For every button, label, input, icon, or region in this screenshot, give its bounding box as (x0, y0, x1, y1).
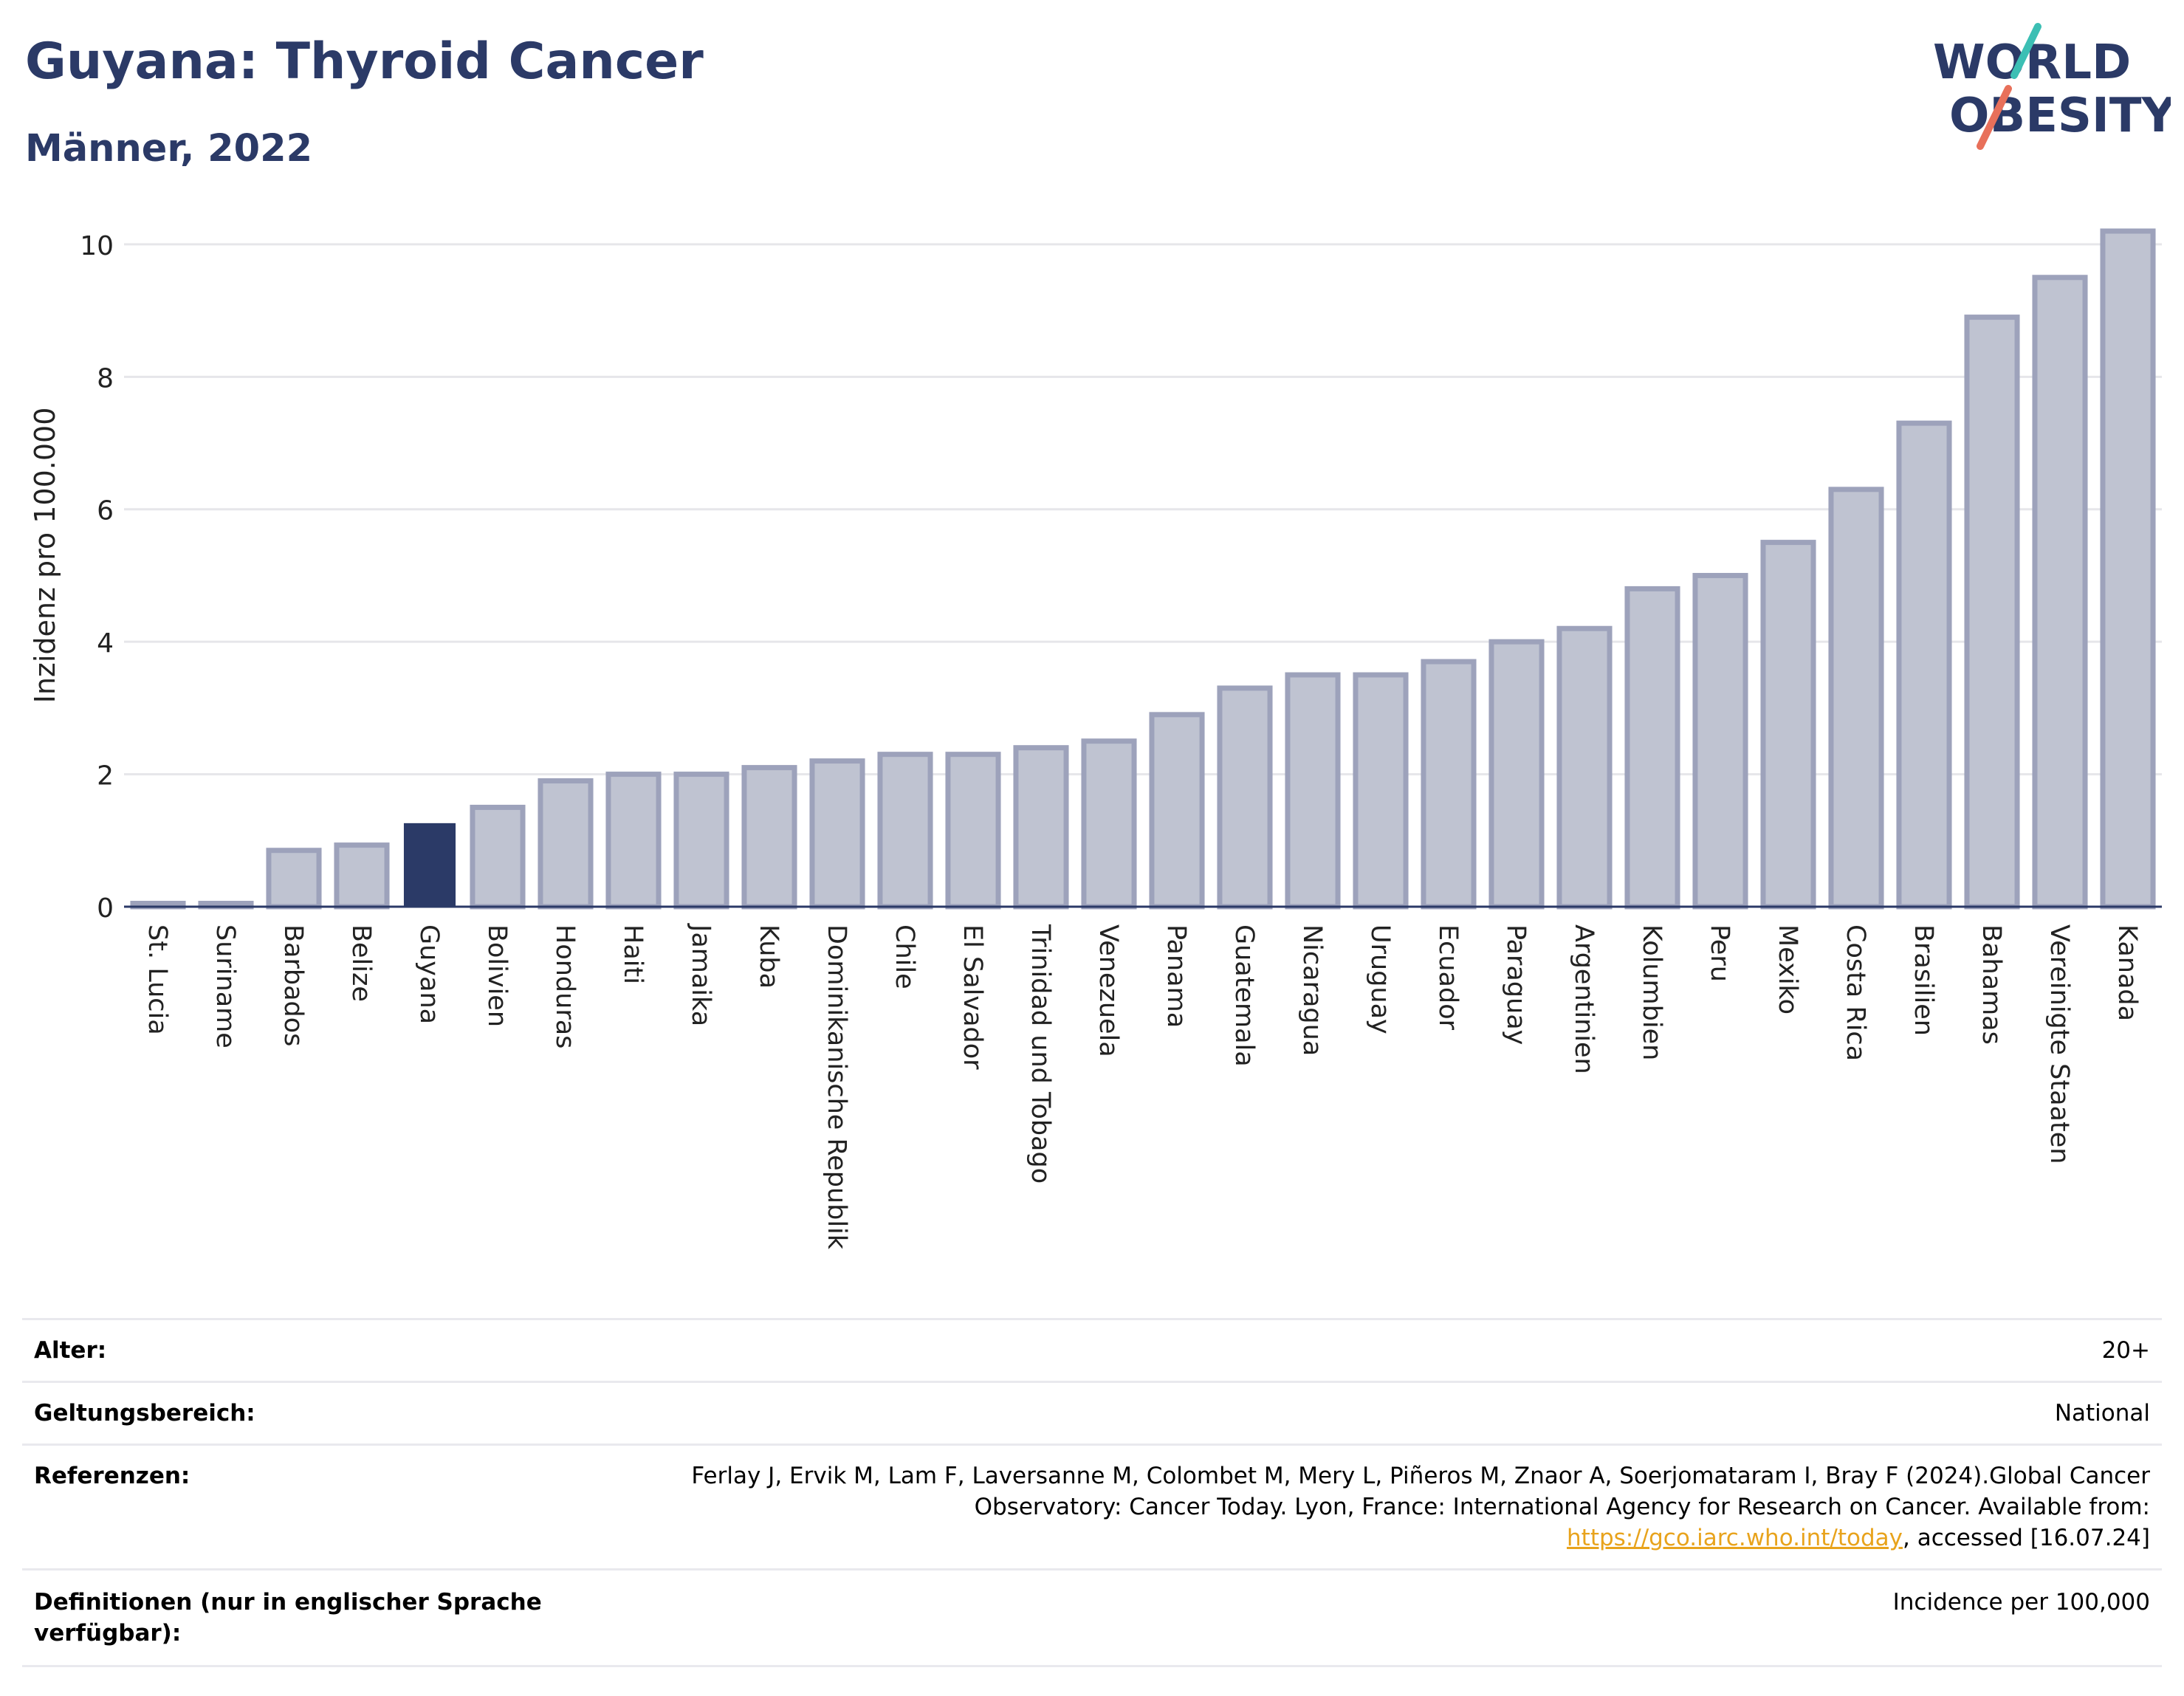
axes: 0 2 4 6 8 10 St. Lucia Suriname Barbados Belize Gu… (80, 231, 2162, 1250)
scope-value: National (2054, 1400, 2150, 1427)
x-tick-label-kuba: Kuba (754, 924, 783, 989)
bar-guatemala (1217, 685, 1273, 910)
x-tick-label-peru: Peru (1705, 924, 1734, 982)
x-tick-label-nicaragua: Nicaragua (1297, 924, 1327, 1056)
x-tick-label-barbados: Barbados (278, 924, 308, 1046)
bar-chile (877, 752, 933, 910)
y-tick-label-6: 6 (97, 496, 114, 526)
x-tick-label-chile: Chile (890, 924, 919, 989)
x-tick-label-dominikanische-republik: Dominikanische Republik (822, 924, 851, 1250)
bar-kanada (2100, 228, 2156, 910)
x-tick-label-brasilien: Brasilien (1909, 924, 1938, 1036)
info-row-references: Referenzen: Ferlay J, Ervik M, Lam F, La… (22, 1443, 2162, 1568)
bar-kolumbien (1624, 586, 1680, 910)
x-tick-label-st-lucia: St. Lucia (142, 924, 172, 1035)
bar-kuba (741, 765, 797, 910)
bar-vereinigte-staaten (2032, 275, 2088, 910)
y-axis-title: Inzidenz pro 100.000 (29, 408, 61, 704)
x-tick-label-guatemala: Guatemala (1229, 924, 1259, 1067)
x-tick-label-bolivien: Bolivien (482, 924, 512, 1027)
bar-dominikanische-republik (809, 758, 865, 910)
info-row-age: Alter: 20+ (22, 1318, 2162, 1381)
y-tick-label-4: 4 (97, 628, 114, 659)
bar-bolivien (470, 804, 526, 910)
x-tick-label-suriname: Suriname (210, 924, 240, 1048)
bar-honduras (538, 778, 594, 910)
references-link[interactable]: https://gco.iarc.who.int/today (1567, 1525, 1903, 1551)
bar-barbados (266, 848, 322, 910)
bar-ecuador (1421, 659, 1477, 910)
bar-jamaika (673, 772, 729, 910)
x-tick-label-costa-rica: Costa Rica (1841, 924, 1870, 1061)
bars (130, 228, 2156, 910)
logo-slash-bottom (1977, 85, 2012, 150)
references-text: Ferlay J, Ervik M, Lam F, Laversanne M, … (691, 1463, 2150, 1520)
scope-label: Geltungsbereich: (34, 1400, 255, 1427)
y-tick-label-2: 2 (97, 761, 114, 792)
logo-slash-top (2010, 23, 2042, 79)
info-row-definitions: Definitionen (nur in englischer Sprache … (22, 1568, 2162, 1667)
bar-panama (1149, 712, 1205, 910)
bar-guyana (403, 823, 456, 908)
x-tick-label-jamaika: Jamaika (686, 923, 715, 1026)
info-row-scope: Geltungsbereich: National (22, 1381, 2162, 1443)
age-label: Alter: (34, 1337, 107, 1364)
references-accessed: , accessed [16.07.24] (1902, 1525, 2150, 1551)
age-value: 20+ (2101, 1337, 2150, 1364)
world-obesity-logo: WORLD OBESITY (1933, 23, 2171, 150)
grid-lines (124, 243, 2162, 776)
bar-venezuela (1081, 738, 1137, 910)
page-subtitle: Männer, 2022 (25, 127, 313, 171)
bar-el-salvador (945, 752, 1001, 910)
bar-trinidad-und-tobago (1013, 745, 1069, 910)
y-tick-label-8: 8 (97, 363, 114, 394)
x-tick-label-kolumbien: Kolumbien (1637, 924, 1666, 1060)
y-tick-label-10: 10 (80, 231, 114, 261)
bar-brasilien (1896, 420, 1952, 910)
bar-costa-rica (1828, 487, 1884, 910)
x-tick-label-mexiko: Mexiko (1773, 924, 1802, 1014)
x-tick-label-argentinien: Argentinien (1569, 924, 1598, 1074)
bar-peru (1692, 572, 1748, 910)
bar-uruguay (1353, 672, 1409, 910)
references-label: Referenzen: (34, 1463, 190, 1489)
bar-nicaragua (1285, 672, 1341, 910)
x-tick-label-honduras: Honduras (550, 924, 580, 1048)
x-tick-label-vereinigte-staaten: Vereinigte Staaten (2044, 924, 2074, 1164)
bar-mexiko (1760, 540, 1816, 910)
page-title: Guyana: Thyroid Cancer (25, 32, 704, 91)
x-tick-label-belize: Belize (346, 924, 376, 1002)
x-tick-label-paraguay: Paraguay (1501, 924, 1531, 1045)
x-tick-label-trinidad-und-tobago: Trinidad und Tobago (1026, 924, 1055, 1184)
bar-paraguay (1488, 639, 1545, 910)
references-value: Ferlay J, Ervik M, Lam F, Laversanne M, … (636, 1460, 2150, 1553)
x-tick-label-guyana: Guyana (414, 924, 444, 1024)
x-tick-label-panama: Panama (1161, 924, 1191, 1028)
x-tick-label-bahamas: Bahamas (1977, 924, 2006, 1045)
y-tick-label-0: 0 (97, 893, 114, 924)
x-tick-label-kanada: Kanada (2112, 924, 2142, 1021)
x-tick-label-ecuador: Ecuador (1433, 924, 1463, 1031)
bar-haiti (605, 772, 662, 910)
x-tick-label-el-salvador: El Salvador (958, 924, 987, 1070)
definitions-value: Incidence per 100,000 (1892, 1589, 2150, 1616)
bar-argentinien (1556, 625, 1613, 910)
info-table: Alter: 20+ Geltungsbereich: National Ref… (22, 1318, 2162, 1667)
x-tick-label-venezuela: Venezuela (1093, 924, 1123, 1057)
x-tick-label-haiti: Haiti (618, 924, 648, 984)
definitions-label: Definitionen (nur in englischer Sprache … (34, 1589, 542, 1647)
bar-belize (334, 842, 390, 910)
bar-chart: 0 2 4 6 8 10 St. Lucia Suriname Barbados Belize Gu… (29, 228, 2162, 1250)
bar-bahamas (1964, 315, 2020, 910)
x-tick-label-uruguay: Uruguay (1365, 924, 1395, 1034)
